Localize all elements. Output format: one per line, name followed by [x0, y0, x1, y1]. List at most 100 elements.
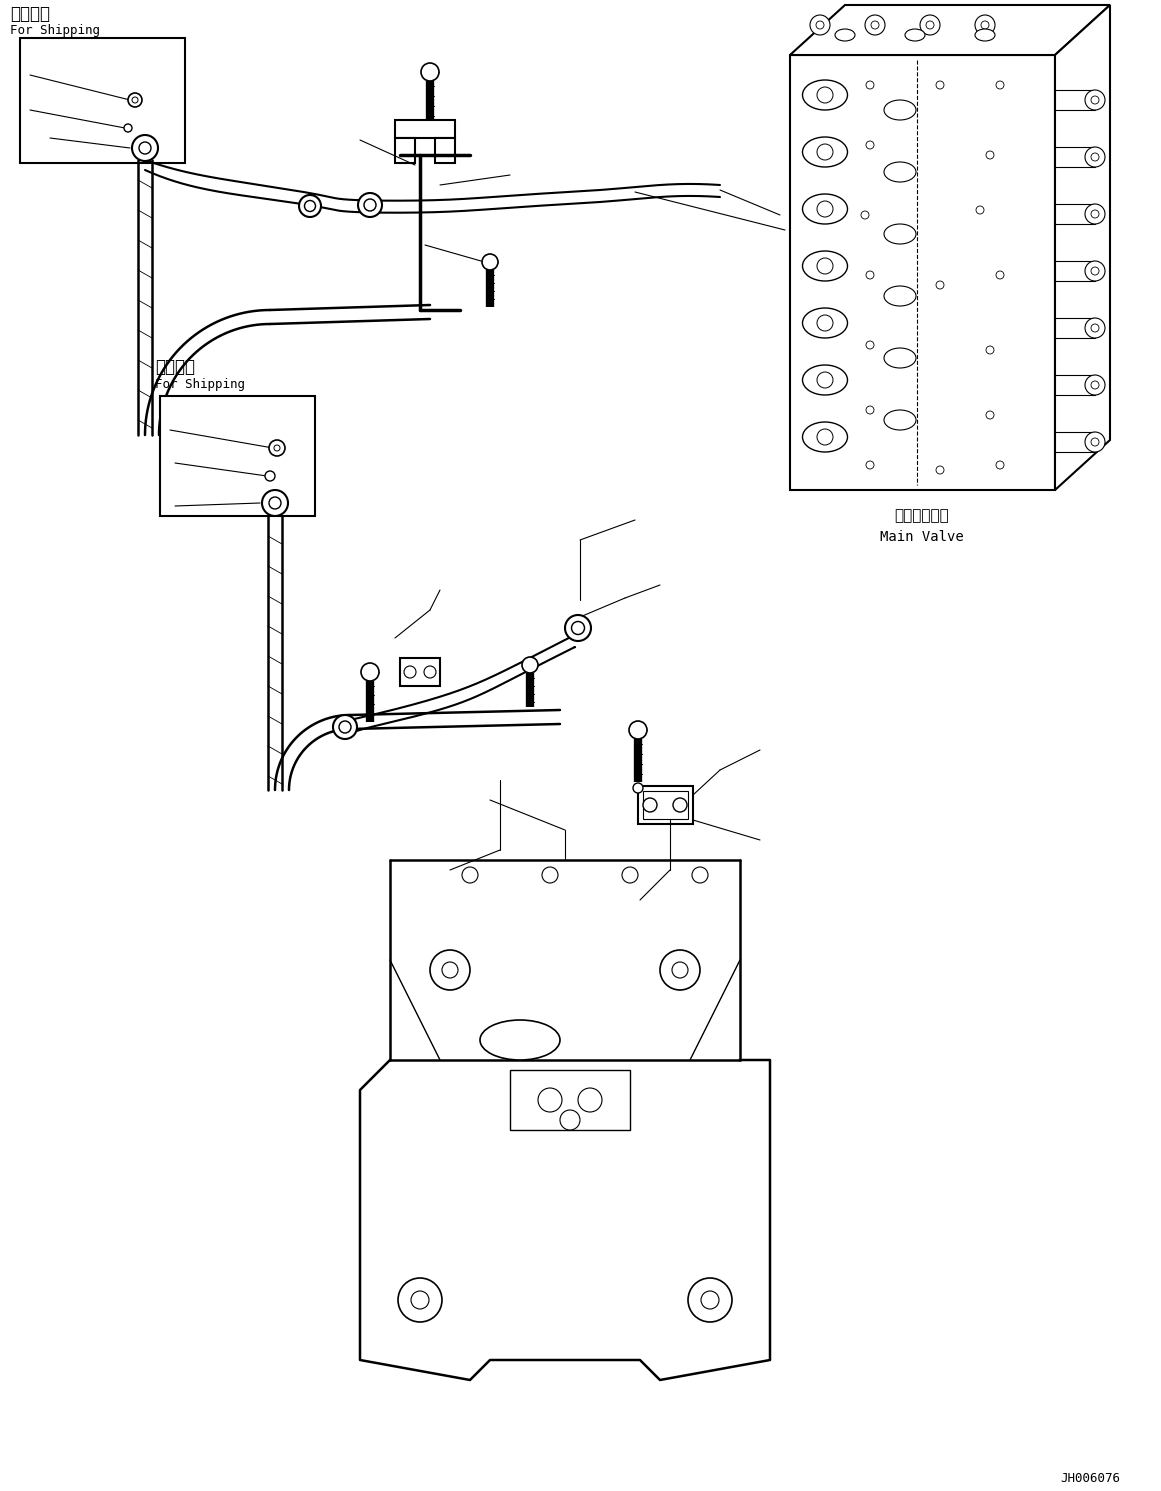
Circle shape — [1091, 438, 1099, 446]
Ellipse shape — [479, 1020, 560, 1060]
Circle shape — [692, 866, 708, 883]
Bar — [1055, 89, 1095, 110]
Circle shape — [976, 206, 985, 215]
Bar — [1055, 261, 1095, 280]
Ellipse shape — [884, 347, 916, 368]
Circle shape — [269, 497, 281, 508]
Circle shape — [411, 1291, 430, 1309]
Circle shape — [132, 97, 138, 103]
Circle shape — [817, 258, 832, 274]
Circle shape — [300, 195, 320, 218]
Text: メインバルブ: メインバルブ — [895, 508, 950, 523]
Text: JH006076: JH006076 — [1060, 1472, 1120, 1485]
Ellipse shape — [802, 309, 848, 338]
Circle shape — [274, 444, 280, 450]
Circle shape — [304, 200, 316, 212]
Circle shape — [986, 346, 994, 353]
Circle shape — [1086, 261, 1105, 280]
Circle shape — [866, 406, 874, 414]
Circle shape — [1091, 267, 1099, 274]
Bar — [20, 37, 185, 163]
Circle shape — [861, 212, 868, 219]
Circle shape — [816, 21, 824, 28]
Text: 運携部品: 運携部品 — [156, 358, 195, 376]
Circle shape — [1086, 148, 1105, 167]
Circle shape — [522, 658, 538, 672]
Polygon shape — [1055, 4, 1110, 491]
Circle shape — [269, 440, 284, 456]
Bar — [510, 1071, 630, 1130]
Circle shape — [817, 371, 832, 388]
Bar — [395, 139, 414, 163]
Bar — [160, 397, 315, 516]
Ellipse shape — [802, 422, 848, 452]
Circle shape — [866, 271, 874, 279]
Ellipse shape — [884, 100, 916, 119]
Circle shape — [1091, 324, 1099, 332]
Circle shape — [866, 461, 874, 470]
Circle shape — [866, 142, 874, 149]
Circle shape — [1091, 210, 1099, 218]
Circle shape — [132, 136, 158, 161]
Circle shape — [633, 783, 643, 793]
Circle shape — [565, 614, 591, 641]
Circle shape — [262, 491, 288, 516]
Circle shape — [865, 15, 885, 34]
Text: Main Valve: Main Valve — [880, 529, 964, 544]
Ellipse shape — [975, 28, 995, 40]
Circle shape — [817, 315, 832, 331]
Circle shape — [817, 201, 832, 218]
Ellipse shape — [884, 163, 916, 182]
Circle shape — [981, 21, 989, 28]
Circle shape — [361, 663, 378, 681]
Circle shape — [996, 81, 1004, 89]
Circle shape — [866, 341, 874, 349]
Bar — [401, 658, 440, 686]
Circle shape — [936, 280, 944, 289]
Circle shape — [404, 666, 416, 678]
Circle shape — [1086, 89, 1105, 110]
Circle shape — [1091, 95, 1099, 104]
Bar — [1055, 318, 1095, 338]
Circle shape — [1086, 204, 1105, 224]
Bar — [1055, 204, 1095, 224]
Circle shape — [986, 151, 994, 160]
Circle shape — [124, 124, 132, 133]
Circle shape — [560, 1109, 580, 1130]
Circle shape — [622, 866, 639, 883]
Ellipse shape — [802, 81, 848, 110]
Circle shape — [672, 962, 688, 978]
Ellipse shape — [884, 286, 916, 306]
Circle shape — [1091, 382, 1099, 389]
Bar — [643, 792, 688, 819]
Ellipse shape — [884, 410, 916, 429]
Text: For Shipping: For Shipping — [156, 379, 245, 391]
Circle shape — [659, 950, 700, 990]
Circle shape — [365, 198, 376, 212]
Bar — [1055, 148, 1095, 167]
Bar — [639, 786, 693, 825]
Bar — [395, 119, 455, 139]
Circle shape — [482, 253, 498, 270]
Text: For Shipping: For Shipping — [10, 24, 100, 37]
Circle shape — [926, 21, 933, 28]
Polygon shape — [789, 4, 1110, 55]
Circle shape — [538, 1088, 562, 1112]
Circle shape — [920, 15, 940, 34]
Circle shape — [643, 798, 657, 813]
Circle shape — [265, 471, 275, 482]
Circle shape — [975, 15, 995, 34]
Circle shape — [688, 1278, 731, 1323]
Ellipse shape — [906, 28, 925, 40]
Ellipse shape — [802, 137, 848, 167]
Bar — [435, 139, 455, 163]
Circle shape — [701, 1291, 719, 1309]
Circle shape — [817, 429, 832, 444]
Circle shape — [542, 866, 558, 883]
Text: 運携部品: 運携部品 — [10, 4, 50, 22]
Circle shape — [936, 81, 944, 89]
Circle shape — [358, 192, 382, 218]
Circle shape — [578, 1088, 603, 1112]
Circle shape — [810, 15, 830, 34]
Ellipse shape — [802, 365, 848, 395]
